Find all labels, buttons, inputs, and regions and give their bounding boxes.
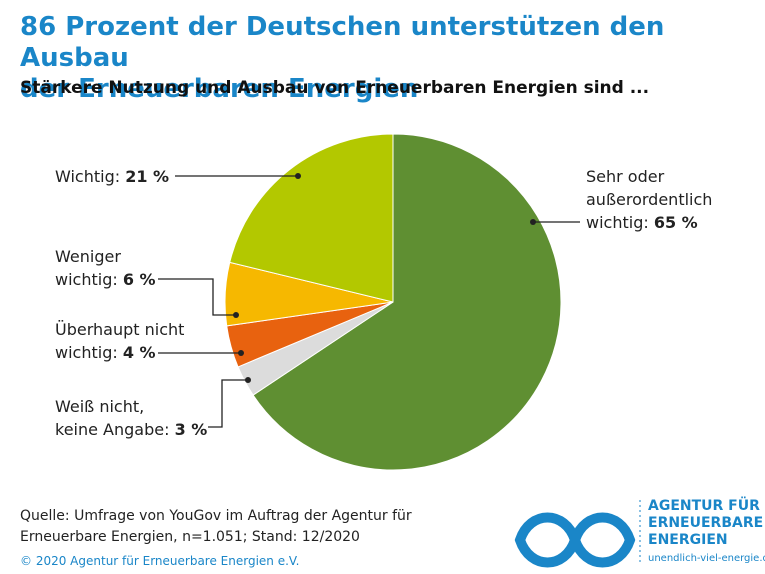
copyright: © 2020 Agentur für Erneuerbare Energien … xyxy=(20,554,300,568)
logo-icon xyxy=(514,512,636,568)
slice-label: Weniger wichtig: 6 % xyxy=(55,245,156,291)
slice-label: Sehr oder außerordentlich wichtig: 65 % xyxy=(586,165,712,234)
leader-dot xyxy=(295,173,301,179)
chart-title: 86 Prozent der Deutschen unterstützen de… xyxy=(20,12,665,104)
leader-line xyxy=(158,278,236,316)
logo-line: AGENTUR FÜR xyxy=(648,498,760,514)
source: Quelle: Umfrage von YouGov im Auftrag de… xyxy=(20,508,412,545)
value-label: 3 % xyxy=(174,420,208,439)
chart-subtitle: Stärkere Nutzung und Ausbau von Erneuerb… xyxy=(20,78,650,98)
category-label: Weiß nicht, keine Angabe: xyxy=(55,397,170,439)
leader-dot xyxy=(238,350,244,356)
value-label: 6 % xyxy=(122,270,156,289)
leader-line xyxy=(208,379,248,428)
category-label: Weniger wichtig: xyxy=(55,247,121,289)
slice-label: Überhaupt nicht wichtig: 4 % xyxy=(55,318,184,364)
logo-line: ENERGIEN xyxy=(648,532,728,548)
pie-slice xyxy=(252,133,562,471)
category-label: Überhaupt nicht wichtig: xyxy=(55,320,185,362)
value-label: 4 % xyxy=(122,343,156,362)
logo-url: unendlich-viel-energie.de xyxy=(648,553,765,564)
category-label: Wichtig: xyxy=(55,167,121,186)
logo-line: ERNEUERBARE xyxy=(648,515,764,531)
pie-slice xyxy=(229,133,394,303)
slice-label: Weiß nicht, keine Angabe: 3 % xyxy=(55,395,207,441)
logo-text: AGENTUR FÜR ERNEUERBARE ENERGIEN xyxy=(648,498,763,549)
leader-dot xyxy=(530,219,536,225)
leader-dot xyxy=(245,377,251,383)
leader-dot xyxy=(233,312,239,318)
category-label: Sehr oder außerordentlich wichtig: xyxy=(586,167,713,232)
slice-label: Wichtig: 21 % xyxy=(55,165,169,188)
value-label: 65 % xyxy=(653,213,698,232)
value-label: 21 % xyxy=(125,167,170,186)
